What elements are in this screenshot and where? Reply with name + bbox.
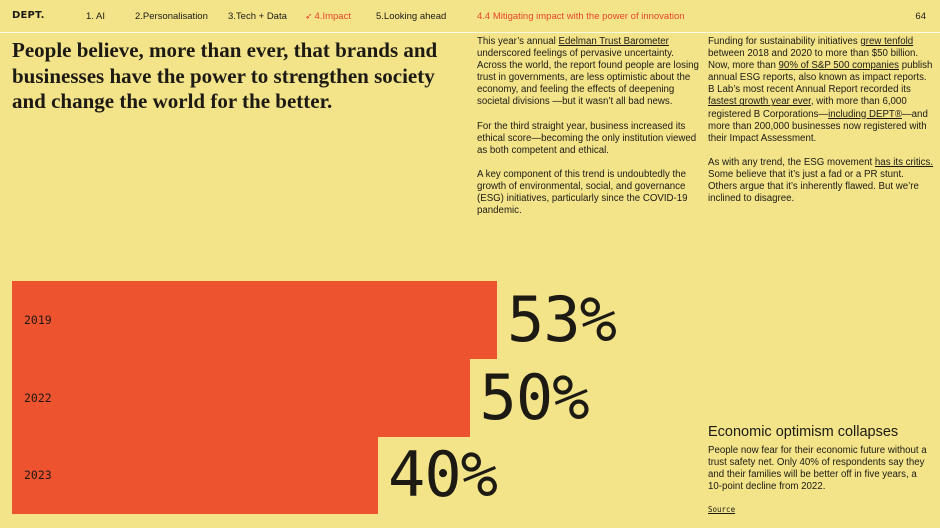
callout: Economic optimism collapses People now f… xyxy=(708,423,930,517)
bar-year-label: 2019 xyxy=(24,313,52,327)
text: Funding for sustainability initiatives xyxy=(708,36,861,47)
nav-personalisation[interactable]: 2.Personalisation xyxy=(135,11,208,22)
text: This year’s annual xyxy=(477,36,559,47)
text: —and more than 200,000 businesses now re… xyxy=(708,108,928,144)
bar-2023 xyxy=(12,436,379,514)
headline: People believe, more than ever, that bra… xyxy=(12,38,438,113)
nav-impact[interactable]: ➶ 4.Impact xyxy=(305,11,351,22)
text: Some believe that it’s just a fad or a P… xyxy=(708,168,919,205)
paragraph: This year’s annual Edelman Trust Baromet… xyxy=(477,36,699,109)
section-title: 4.4 Mitigating impact with the power of … xyxy=(477,11,685,22)
bar-2022 xyxy=(12,358,470,437)
page-number: 64 xyxy=(915,11,926,22)
dept-logo[interactable]: DEPT. xyxy=(12,10,45,21)
fastest-growth-link[interactable]: fastest growth year ever xyxy=(708,96,811,108)
critics-link[interactable]: has its critics. xyxy=(874,156,934,168)
grew-tenfold-link[interactable]: grew tenfold xyxy=(860,36,914,47)
nav-looking-ahead[interactable]: 5.Looking ahead xyxy=(376,11,447,22)
text: As with any trend, the ESG movement xyxy=(708,156,875,168)
bar-year-label: 2023 xyxy=(24,468,52,482)
callout-title: Economic optimism collapses xyxy=(708,424,899,440)
body-column-1: This year’s annual Edelman Trust Baromet… xyxy=(477,36,699,229)
including-dept-link[interactable]: including DEPT® xyxy=(828,108,902,120)
nav-tech-data[interactable]: 3.Tech + Data xyxy=(228,11,287,22)
bar-2019 xyxy=(12,281,497,359)
callout-text: People now fear for their economic futur… xyxy=(708,445,927,493)
arrow-icon: ➶ xyxy=(305,11,313,21)
text: between 2018 and 2020 to more than $50 b… xyxy=(708,48,919,72)
bar-value-label: 40% xyxy=(388,438,498,511)
body-column-2: Funding for sustainability initiatives g… xyxy=(708,36,934,217)
nav-ai[interactable]: 1. AI xyxy=(86,11,106,22)
nav-impact-label: 4.Impact xyxy=(314,11,351,22)
source-link[interactable]: Source xyxy=(708,505,736,515)
paragraph: Funding for sustainability initiatives g… xyxy=(708,36,934,145)
sp500-link[interactable]: 90% of S&P 500 companies xyxy=(778,60,900,72)
bar-value-label: 50% xyxy=(479,360,590,434)
paragraph: For the third straight year, business in… xyxy=(477,120,697,156)
bar-year-label: 2022 xyxy=(24,390,52,405)
text: underscored feelings of pervasive uncert… xyxy=(477,48,699,108)
paragraph: As with any trend, the ESG movement has … xyxy=(708,157,934,205)
header-divider xyxy=(0,32,940,33)
bar-value-label: 53% xyxy=(507,283,617,356)
text: , with more than 6,000 registered B Corp… xyxy=(708,96,907,120)
paragraph: A key component of this trend is undoubt… xyxy=(477,168,688,217)
text: publish annual ESG reports, also known a… xyxy=(708,60,933,96)
top-navigation: DEPT. 1. AI 2.Personalisation 3.Tech + D… xyxy=(0,0,940,32)
edelman-link[interactable]: Edelman Trust Barometer xyxy=(558,36,669,47)
